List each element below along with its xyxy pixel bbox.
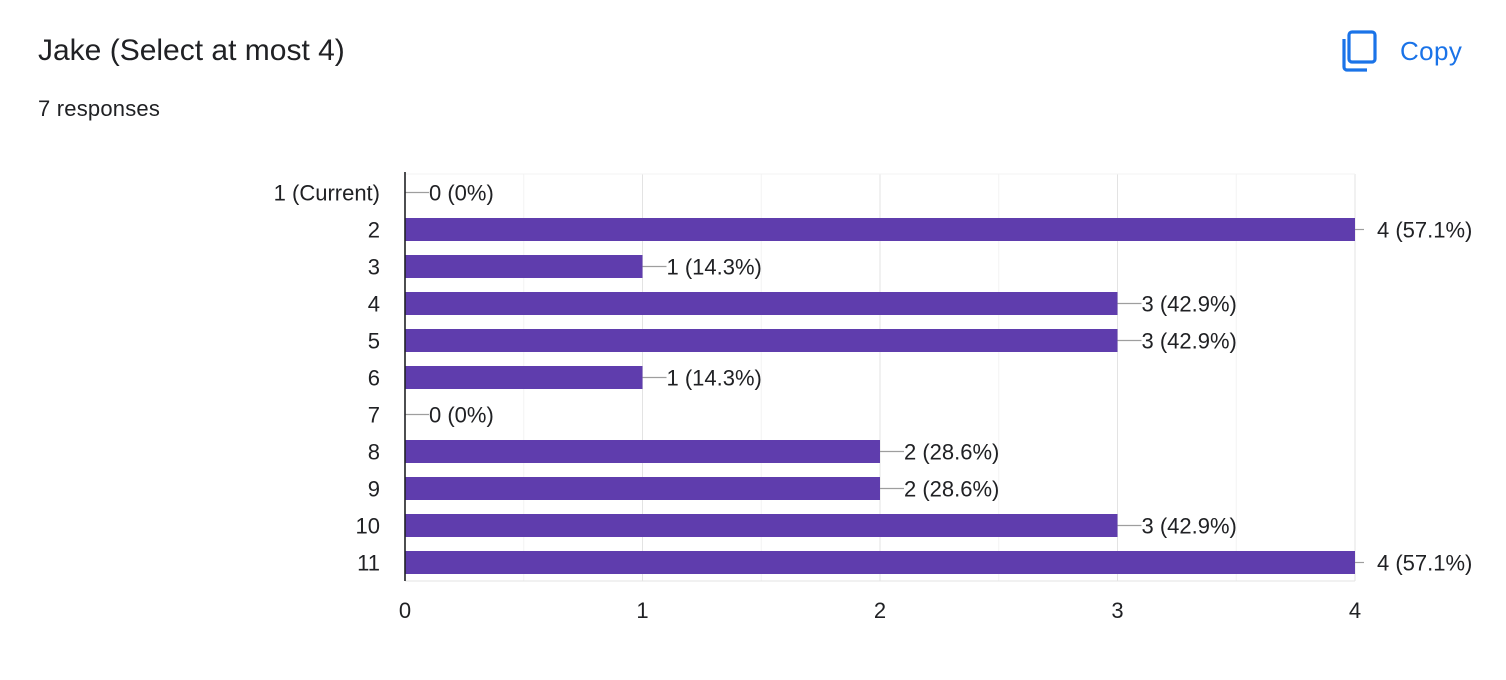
value-label: 2 (28.6%) — [904, 477, 999, 502]
response-count: 7 responses — [38, 96, 161, 121]
category-label: 5 — [368, 329, 380, 354]
category-label: 3 — [368, 255, 380, 280]
value-label: 3 (42.9%) — [1142, 514, 1237, 539]
x-tick-label: 1 — [636, 598, 648, 623]
bar — [405, 218, 1355, 241]
value-label: 4 (57.1%) — [1377, 551, 1472, 576]
x-tick-label: 2 — [874, 598, 886, 623]
value-label: 0 (0%) — [429, 403, 494, 428]
bar — [405, 551, 1355, 574]
x-tick-label: 3 — [1111, 598, 1123, 623]
bar — [405, 440, 880, 463]
x-tick-label: 0 — [399, 598, 411, 623]
value-label: 1 (14.3%) — [667, 255, 762, 280]
bar — [405, 366, 643, 389]
question-title: Jake (Select at most 4) — [38, 34, 345, 67]
category-label: 6 — [368, 366, 380, 391]
bar — [405, 255, 643, 278]
category-label: 2 — [368, 218, 380, 243]
category-label: 8 — [368, 440, 380, 465]
category-label: 10 — [356, 514, 380, 539]
category-label: 4 — [368, 292, 380, 317]
category-label: 7 — [368, 403, 380, 428]
category-label: 1 (Current) — [274, 181, 380, 206]
copy-icon — [1340, 29, 1378, 73]
value-label: 2 (28.6%) — [904, 440, 999, 465]
value-label: 4 (57.1%) — [1377, 218, 1472, 243]
value-label: 3 (42.9%) — [1142, 292, 1237, 317]
bar — [405, 329, 1118, 352]
x-tick-label: 4 — [1349, 598, 1361, 623]
copy-button[interactable]: Copy — [1336, 26, 1472, 76]
bar — [405, 477, 880, 500]
value-label: 0 (0%) — [429, 181, 494, 206]
category-label: 11 — [357, 551, 380, 576]
category-label: 9 — [368, 477, 380, 502]
bar — [405, 514, 1118, 537]
value-label: 1 (14.3%) — [667, 366, 762, 391]
value-label: 3 (42.9%) — [1142, 329, 1237, 354]
bar — [405, 292, 1118, 315]
copy-label: Copy — [1400, 35, 1463, 66]
